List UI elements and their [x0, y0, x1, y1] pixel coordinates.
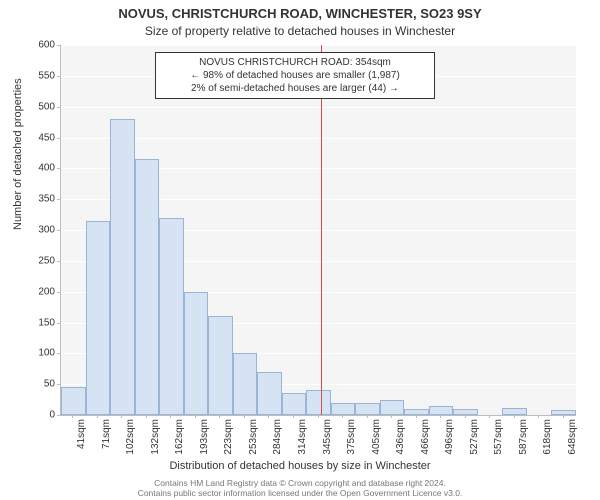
- histogram-bar: [257, 372, 282, 415]
- x-tick-label: 345sqm: [322, 419, 333, 463]
- y-tick-label: 500: [27, 101, 55, 112]
- chart-container: NOVUS, CHRISTCHURCH ROAD, WINCHESTER, SO…: [0, 0, 600, 500]
- annotation-line2: ← 98% of detached houses are smaller (1,…: [162, 69, 428, 82]
- histogram-bar: [331, 403, 356, 415]
- y-tick-label: 600: [27, 40, 55, 51]
- gridline: [61, 107, 576, 108]
- histogram-bar: [110, 119, 135, 415]
- annotation-line3: 2% of semi-detached houses are larger (4…: [162, 82, 428, 95]
- histogram-bar: [159, 218, 184, 415]
- gridline: [61, 45, 576, 46]
- y-tick-label: 250: [27, 255, 55, 266]
- x-tick-label: 375sqm: [346, 419, 357, 463]
- histogram-bar: [380, 400, 405, 415]
- x-tick-label: 587sqm: [518, 419, 529, 463]
- x-tick-label: 648sqm: [567, 419, 578, 463]
- x-tick-label: 193sqm: [199, 419, 210, 463]
- x-tick-label: 496sqm: [444, 419, 455, 463]
- x-tick-mark: [367, 415, 368, 418]
- reference-marker-line: [321, 45, 322, 415]
- histogram-bar: [86, 221, 111, 415]
- histogram-bar: [429, 406, 454, 415]
- chart-title-sub: Size of property relative to detached ho…: [0, 24, 600, 38]
- histogram-bar: [135, 159, 160, 415]
- y-tick-label: 300: [27, 225, 55, 236]
- x-tick-label: 223sqm: [223, 419, 234, 463]
- chart-title-main: NOVUS, CHRISTCHURCH ROAD, WINCHESTER, SO…: [0, 6, 600, 21]
- footer: Contains HM Land Registry data © Crown c…: [0, 478, 600, 498]
- x-tick-mark: [440, 415, 441, 418]
- gridline: [61, 138, 576, 139]
- x-tick-label: 284sqm: [272, 419, 283, 463]
- x-tick-mark: [293, 415, 294, 418]
- histogram-bar: [355, 403, 380, 415]
- x-tick-mark: [416, 415, 417, 418]
- x-tick-mark: [121, 415, 122, 418]
- annotation-box: NOVUS CHRISTCHURCH ROAD: 354sqm ← 98% of…: [155, 52, 435, 99]
- histogram-bar: [208, 316, 233, 415]
- histogram-bar: [282, 393, 307, 415]
- x-tick-mark: [195, 415, 196, 418]
- x-tick-mark: [538, 415, 539, 418]
- x-tick-label: 314sqm: [297, 419, 308, 463]
- footer-line1: Contains HM Land Registry data © Crown c…: [0, 478, 600, 488]
- x-tick-mark: [219, 415, 220, 418]
- x-tick-label: 253sqm: [248, 419, 259, 463]
- x-tick-label: 102sqm: [125, 419, 136, 463]
- x-tick-mark: [391, 415, 392, 418]
- y-tick-label: 50: [27, 379, 55, 390]
- x-tick-mark: [489, 415, 490, 418]
- y-tick-label: 100: [27, 348, 55, 359]
- histogram-bar: [502, 408, 527, 415]
- x-tick-mark: [146, 415, 147, 418]
- x-tick-label: 132sqm: [150, 419, 161, 463]
- histogram-bar: [61, 387, 86, 415]
- x-tick-label: 527sqm: [469, 419, 480, 463]
- y-tick-label: 350: [27, 194, 55, 205]
- annotation-line1: NOVUS CHRISTCHURCH ROAD: 354sqm: [162, 56, 428, 69]
- x-tick-label: 618sqm: [542, 419, 553, 463]
- histogram-bar: [233, 353, 258, 415]
- x-tick-mark: [268, 415, 269, 418]
- x-tick-label: 41sqm: [76, 419, 87, 463]
- x-tick-label: 405sqm: [371, 419, 382, 463]
- x-tick-label: 436sqm: [395, 419, 406, 463]
- footer-line2: Contains public sector information licen…: [0, 488, 600, 498]
- x-tick-mark: [318, 415, 319, 418]
- x-tick-mark: [342, 415, 343, 418]
- y-axis-label: Number of detached properties: [12, 78, 24, 230]
- y-tick-label: 150: [27, 317, 55, 328]
- x-tick-label: 162sqm: [174, 419, 185, 463]
- x-axis-label: Distribution of detached houses by size …: [0, 460, 600, 472]
- x-tick-mark: [563, 415, 564, 418]
- histogram-bar: [306, 390, 331, 415]
- x-tick-label: 71sqm: [101, 419, 112, 463]
- x-tick-mark: [170, 415, 171, 418]
- plot-area: [60, 45, 576, 416]
- y-tick-label: 400: [27, 163, 55, 174]
- x-tick-mark: [97, 415, 98, 418]
- x-tick-mark: [72, 415, 73, 418]
- y-tick-label: 550: [27, 70, 55, 81]
- x-tick-mark: [244, 415, 245, 418]
- x-tick-label: 557sqm: [493, 419, 504, 463]
- y-tick-label: 450: [27, 132, 55, 143]
- histogram-bar: [184, 292, 209, 415]
- x-tick-mark: [465, 415, 466, 418]
- x-tick-label: 466sqm: [420, 419, 431, 463]
- y-tick-label: 0: [27, 410, 55, 421]
- x-tick-mark: [514, 415, 515, 418]
- y-tick-label: 200: [27, 286, 55, 297]
